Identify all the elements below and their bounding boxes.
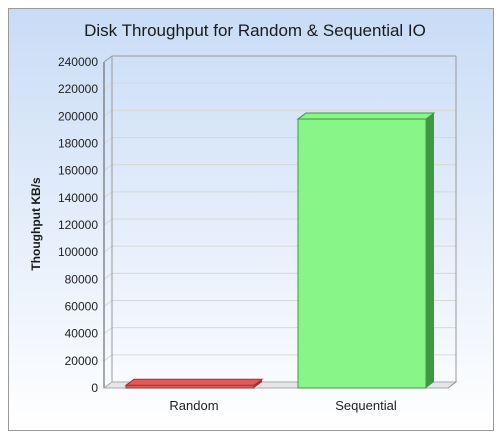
gridline-diagonal (103, 272, 113, 280)
gridline-diagonal (103, 109, 113, 117)
y-tick-label: 220000 (58, 82, 98, 96)
y-tick-label: 60000 (65, 300, 99, 314)
gridline-diagonal (103, 354, 113, 362)
gridline-diagonal (103, 137, 113, 144)
gridline-diagonal (103, 300, 113, 307)
gridline-diagonal (103, 191, 113, 199)
y-tick-label: 200000 (58, 109, 98, 123)
chart-title: Disk Throughput for Random & Sequential … (84, 21, 426, 40)
y-tick-label: 80000 (65, 272, 99, 286)
y-tick-label: 100000 (58, 245, 98, 259)
gridline-diagonal (103, 327, 113, 335)
y-tick-label: 120000 (58, 218, 98, 232)
y-axis-label: Thoughput KB/s (29, 177, 43, 271)
gridline-diagonal (103, 245, 113, 253)
bar-sequential (297, 118, 427, 389)
bar-top-random (124, 378, 264, 386)
floor-right-edge (447, 381, 457, 389)
y-tick-label: 40000 (65, 327, 99, 341)
y-tick-label: 140000 (58, 191, 98, 205)
y-tick-label: 20000 (65, 354, 99, 368)
y-tick-label: 240000 (58, 55, 98, 69)
bar-side-sequential (426, 113, 434, 389)
gridline-diagonal (103, 82, 113, 90)
x-tick-label: Sequential (335, 398, 397, 413)
y-tick-label: 160000 (58, 164, 98, 178)
y-tick-label: 0 (91, 381, 98, 395)
y-tick-label: 180000 (58, 137, 98, 151)
bar-side-random (254, 379, 262, 388)
gridline-diagonal (103, 218, 113, 226)
bar-top-sequential (296, 112, 436, 120)
top-left-edge (103, 55, 113, 63)
gridline-diagonal (103, 164, 113, 172)
x-tick-label: Random (169, 398, 218, 413)
